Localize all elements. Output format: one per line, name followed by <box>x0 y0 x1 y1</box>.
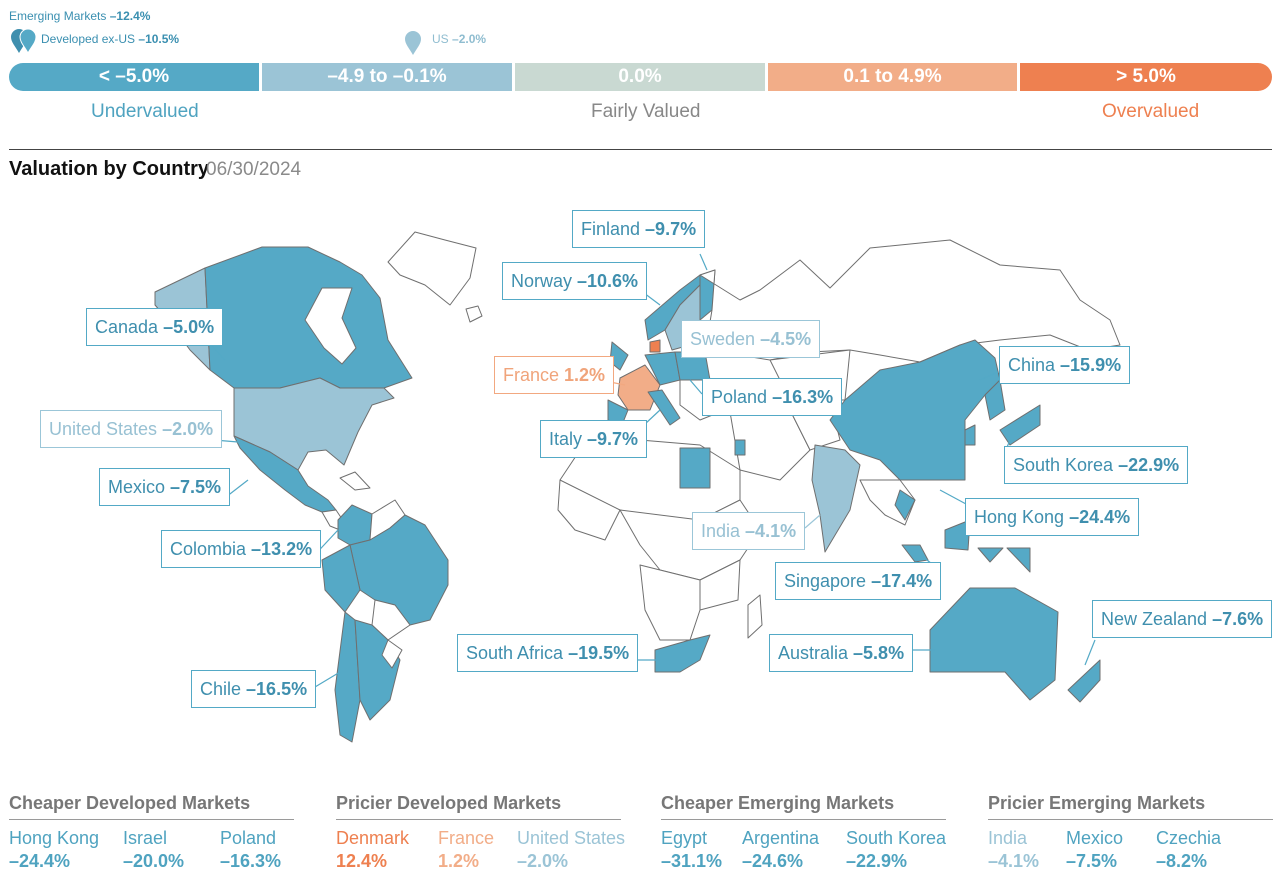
page-title: Valuation by Country <box>9 158 210 180</box>
callout-sweden: Sweden –4.5% <box>681 320 821 358</box>
callout-hong-kong: Hong Kong –24.4% <box>965 498 1140 536</box>
peru-shape <box>321 544 361 613</box>
list-item: South Korea –22.9% <box>846 828 947 871</box>
group-pricier-emerging: Pricier Emerging Markets India –4.1% Mexi… <box>988 793 1273 880</box>
hong-kong-shape <box>894 489 916 521</box>
callout-finland: Finland –9.7% <box>572 210 706 248</box>
callout-china: China –15.9% <box>999 346 1131 384</box>
callout-australia: Australia –5.8% <box>769 634 914 672</box>
australia-shape <box>929 587 1059 701</box>
scale-segment-undervalued-strong: < –5.0% <box>9 63 259 91</box>
uk-shape <box>609 341 629 371</box>
pointer-canada <box>211 345 226 361</box>
pointer-china <box>979 371 999 381</box>
section-divider <box>9 149 1272 150</box>
madagascar-shape <box>747 594 763 639</box>
scale-segment-overvalued-mild: 0.1 to 4.9% <box>768 63 1017 91</box>
callout-colombia: Colombia –13.2% <box>161 530 322 568</box>
scale-segment-overvalued-strong: > 5.0% <box>1020 63 1272 91</box>
callout-chile: Chile –16.5% <box>191 670 317 708</box>
south-africa-shape <box>654 634 711 673</box>
iceland-shape <box>465 305 483 323</box>
list-item: Denmark 12.4% <box>336 828 410 871</box>
list-item: Mexico –7.5% <box>1066 828 1124 871</box>
as-of-date: 06/30/2024 <box>206 159 302 180</box>
pointer-finland <box>699 253 708 271</box>
developed-ex-us-marker-label: Developed ex-US –10.5% <box>41 32 180 46</box>
callout-mexico: Mexico –7.5% <box>99 468 231 506</box>
pointer-hongkong <box>939 489 967 505</box>
hudson-bay-shape <box>304 287 357 365</box>
list-item: Hong Kong –24.4% <box>9 828 100 871</box>
list-item: Czechia –8.2% <box>1156 828 1222 871</box>
average-markers: Emerging Markets –12.4% Developed ex-US … <box>0 0 1280 60</box>
callout-france: France 1.2% <box>494 356 615 394</box>
emerging-markets-marker-label: Emerging Markets –12.4% <box>9 9 151 23</box>
pointer-italy <box>644 409 661 425</box>
list-item: India –4.1% <box>988 828 1040 871</box>
valuation-scale: < –5.0% –4.9 to –0.1% 0.0% 0.1 to 4.9% >… <box>9 63 1272 91</box>
colombia-shape <box>337 504 373 546</box>
greenland-shape <box>387 231 477 306</box>
list-item: United States –2.0% <box>517 828 626 871</box>
group-title: Pricier Developed Markets <box>336 793 621 820</box>
emerging-developed-pin-icon <box>11 28 37 54</box>
philippines-shape <box>944 519 971 551</box>
singapore-shape <box>901 544 929 563</box>
indonesia-1-shape <box>977 547 1004 563</box>
list-item: Argentina –24.6% <box>742 828 820 871</box>
callout-new-zealand: New Zealand –7.6% <box>1092 600 1273 638</box>
list-item: Israel –20.0% <box>123 828 185 871</box>
new-zealand-shape <box>1067 659 1101 703</box>
group-title: Cheaper Developed Markets <box>9 793 294 820</box>
callout-poland: Poland –16.3% <box>702 378 843 416</box>
france-shape <box>617 364 661 411</box>
india-shape <box>811 444 861 553</box>
callout-norway: Norway –10.6% <box>502 262 648 300</box>
fairly-valued-label: Fairly Valued <box>591 101 701 122</box>
israel-shape <box>734 439 746 456</box>
list-item: Poland –16.3% <box>220 828 282 871</box>
callout-south-korea: South Korea –22.9% <box>1004 446 1189 484</box>
group-pricier-developed: Pricier Developed Markets Denmark 12.4% F… <box>336 793 625 880</box>
japan-shape <box>984 379 1006 421</box>
callout-italy: Italy –9.7% <box>540 420 648 458</box>
list-item: Egypt –31.1% <box>661 828 723 871</box>
indonesia-2-shape <box>1006 547 1031 573</box>
callout-india: India –4.1% <box>692 512 806 550</box>
pointer-india <box>804 514 821 529</box>
us-pin-icon <box>405 31 421 55</box>
uruguay-shape <box>381 639 403 669</box>
group-title: Pricier Emerging Markets <box>988 793 1273 820</box>
bolivia-shape <box>371 599 411 641</box>
denmark-shape <box>649 339 661 353</box>
cuba-shape <box>339 471 371 491</box>
taiwan-shape <box>964 424 976 446</box>
italy-shape <box>647 389 681 426</box>
callout-south-africa: South Africa –19.5% <box>457 634 639 672</box>
callout-united-states: United States –2.0% <box>40 410 223 448</box>
korea-shape <box>999 404 1041 446</box>
overvalued-label: Overvalued <box>1102 101 1200 122</box>
group-cheaper-developed: Cheaper Developed Markets Hong Kong –24.4… <box>9 793 294 880</box>
list-item: France 1.2% <box>438 828 495 871</box>
pointer-poland <box>689 379 703 395</box>
callout-canada: Canada –5.0% <box>86 308 224 346</box>
group-cheaper-emerging: Cheaper Emerging Markets Egypt –31.1% Arg… <box>661 793 946 880</box>
group-title: Cheaper Emerging Markets <box>661 793 946 820</box>
scale-segment-fair: 0.0% <box>515 63 765 91</box>
callout-singapore: Singapore –17.4% <box>775 562 942 600</box>
scale-segment-undervalued-mild: –4.9 to –0.1% <box>262 63 512 91</box>
undervalued-label: Undervalued <box>91 101 199 122</box>
us-marker-label: US –2.0% <box>432 32 487 46</box>
pointer-newzealand <box>1084 639 1096 666</box>
egypt-shape <box>679 447 711 489</box>
west-africa-shape <box>557 479 621 541</box>
